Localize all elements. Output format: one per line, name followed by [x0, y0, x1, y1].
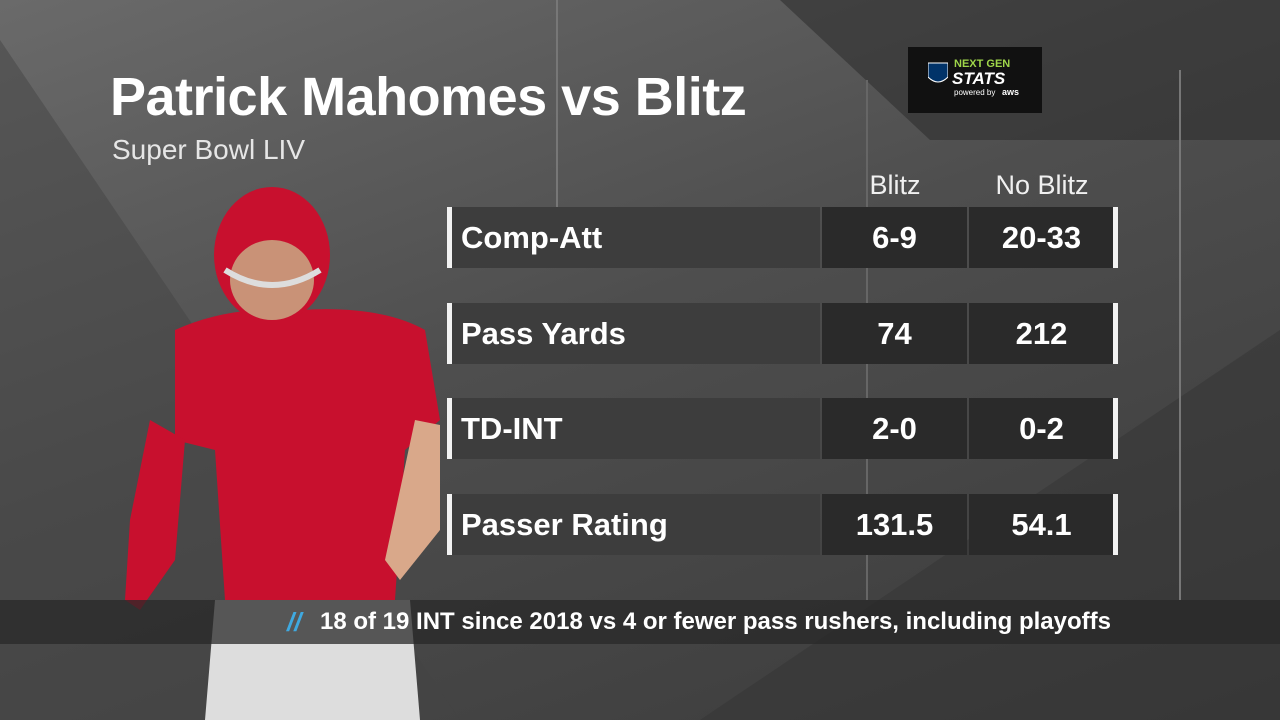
table-row: Pass Yards 74 212: [447, 303, 1118, 364]
row-value: 212: [969, 303, 1114, 364]
row-value: 2-0: [822, 398, 967, 459]
logo-text: aws: [1002, 87, 1020, 97]
footer-marker: //: [287, 607, 302, 637]
row-label: TD-INT: [447, 398, 820, 459]
title: Patrick Mahomes vs Blitz: [110, 67, 747, 127]
nfl-shield: [928, 62, 948, 83]
row-edge: [1113, 494, 1118, 555]
table-row: TD-INT 2-0 0-2: [447, 398, 1118, 459]
table-row: Passer Rating 131.5 54.1: [447, 494, 1118, 555]
logo-text: powered by: [954, 88, 996, 97]
footer-band: [0, 600, 1280, 644]
row-edge: [1113, 398, 1118, 459]
table-row: Comp-Att 6-9 20-33: [447, 207, 1118, 268]
logo-text: STATS: [952, 69, 1006, 88]
row-value: 20-33: [969, 207, 1114, 268]
row-label: Pass Yards: [447, 303, 820, 364]
row-value: 131.5: [822, 494, 967, 555]
row-value: 54.1: [969, 494, 1114, 555]
row-value: 74: [822, 303, 967, 364]
row-value: 6-9: [822, 207, 967, 268]
row-label: Passer Rating: [447, 494, 820, 555]
row-edge: [1113, 303, 1118, 364]
logo-text: NEXT GEN: [954, 58, 1011, 70]
column-header: Blitz: [869, 170, 921, 200]
column-header: No Blitz: [995, 170, 1089, 200]
row-label: Comp-Att: [447, 207, 820, 268]
subtitle: Super Bowl LIV: [112, 134, 305, 165]
footer-note: 18 of 19 INT since 2018 vs 4 or fewer pa…: [320, 608, 1111, 635]
logo: NEXT GEN STATS powered by aws: [908, 47, 1042, 113]
row-value: 0-2: [969, 398, 1114, 459]
row-edge: [1113, 207, 1118, 268]
